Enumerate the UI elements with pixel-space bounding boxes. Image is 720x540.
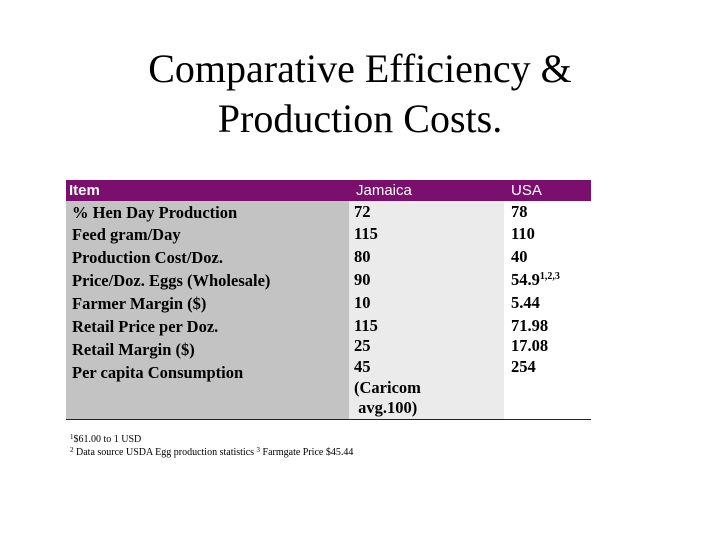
jamaica-note-line-1: (Caricom — [354, 378, 421, 397]
usa-price-wholesale-footnote-ref: 1,2,3 — [539, 271, 560, 282]
footnote-1-text: $61.00 to 1 USD — [73, 434, 142, 445]
slide-title-line-2: Production Costs. — [217, 96, 503, 141]
footnote-2-text: Data source USDA Egg production statisti… — [73, 447, 255, 458]
header-jamaica: Jamaica — [356, 182, 412, 199]
slide-title-line-1: Comparative Efficiency & — [148, 46, 572, 91]
jamaica-cell-farmer-margin: 10 — [354, 293, 371, 312]
jamaica-cell-retail-price: 115 — [354, 316, 378, 335]
item-cell-retail-price: Retail Price per Doz. — [72, 317, 219, 336]
footnote-2-3: 2 Data source USDA Egg production statis… — [70, 445, 590, 458]
jamaica-cell-feed-gram-day: 115 — [354, 224, 378, 243]
item-cell-hen-day-production: % Hen Day Production — [72, 203, 238, 222]
footnote-2-marker: 2 — [70, 446, 74, 454]
jamaica-cell-hen-day-production: 72 — [354, 202, 371, 221]
usa-cell-production-cost: 40 — [511, 247, 528, 266]
item-cell-farmer-margin: Farmer Margin ($) — [72, 294, 207, 313]
header-item: Item — [69, 182, 100, 199]
table-header-row: Item Jamaica USA — [66, 180, 591, 201]
usa-cell-per-capita-consumption: 254 — [511, 357, 536, 376]
jamaica-cell-production-cost: 80 — [354, 247, 371, 266]
slide-title: Comparative Efficiency & Production Cost… — [0, 44, 720, 144]
jamaica-cell-price-wholesale: 90 — [354, 270, 371, 289]
usa-cell-farmer-margin: 5.44 — [511, 293, 540, 312]
item-cell-per-capita-consumption: Per capita Consumption — [72, 363, 244, 382]
usa-price-wholesale-value: 54.9 — [511, 270, 540, 289]
item-cell-production-cost: Production Cost/Doz. — [72, 248, 223, 267]
usa-cell-price-wholesale: 54.91,2,3 — [511, 269, 560, 290]
footnote-3-text: Farmgate Price $45.44 — [260, 447, 354, 458]
footnote-1-marker: 1 — [70, 433, 74, 441]
usa-cell-hen-day-production: 78 — [511, 202, 528, 221]
usa-column: 78 110 40 54.91,2,3 5.44 71.98 17.08 254 — [504, 201, 591, 419]
usa-cell-feed-gram-day: 110 — [511, 224, 535, 243]
footnote-3-marker: 3 — [256, 446, 261, 454]
footnote-1: 1$61.00 to 1 USD — [70, 432, 590, 445]
item-cell-feed-gram-day: Feed gram/Day — [72, 225, 181, 244]
jamaica-note-line-2: avg.100) — [354, 398, 418, 417]
item-cell-price-wholesale: Price/Doz. Eggs (Wholesale) — [72, 271, 271, 290]
comparison-table: Item Jamaica USA % Hen Day Production Fe… — [66, 180, 591, 420]
footnotes: 1$61.00 to 1 USD 2 Data source USDA Egg … — [70, 432, 590, 458]
usa-cell-retail-price: 71.98 — [511, 316, 549, 335]
jamaica-column: 72 115 80 90 10 115 25 45 (Caricom avg.1… — [349, 201, 504, 419]
item-column: % Hen Day Production Feed gram/Day Produ… — [66, 201, 349, 419]
jamaica-cell-retail-margin: 25 — [354, 336, 371, 355]
jamaica-cell-per-capita-consumption: 45 — [354, 357, 371, 376]
usa-cell-retail-margin: 17.08 — [511, 336, 549, 355]
item-cell-retail-margin: Retail Margin ($) — [72, 340, 195, 359]
header-usa: USA — [511, 182, 542, 199]
